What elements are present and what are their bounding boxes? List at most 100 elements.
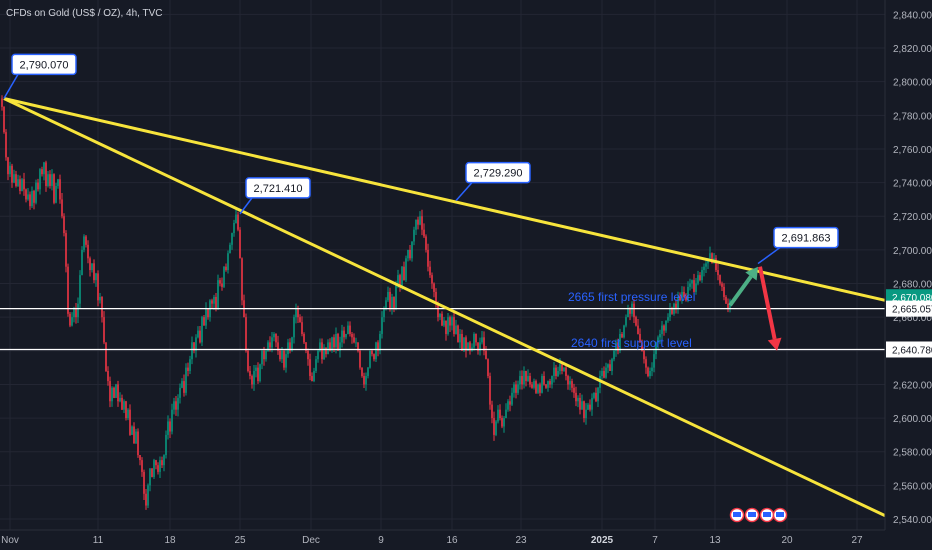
price-tick-label: 2,700.000 xyxy=(893,246,932,257)
candle-body xyxy=(593,392,595,398)
candle-body xyxy=(541,376,543,393)
candle-body xyxy=(479,342,481,351)
candle-body xyxy=(337,333,339,351)
candle-body xyxy=(271,337,273,348)
candle-body xyxy=(509,401,511,405)
candle-body xyxy=(23,179,25,190)
candle-body xyxy=(35,182,37,203)
candle-body xyxy=(133,426,135,444)
callout-box[interactable] xyxy=(11,53,77,76)
candle-body xyxy=(69,313,71,326)
candle-body xyxy=(197,330,199,338)
candle-body xyxy=(129,409,131,435)
candle-body xyxy=(147,485,149,506)
candle-body xyxy=(369,350,371,368)
projection-up-arrow[interactable] xyxy=(728,275,753,307)
candle-body xyxy=(315,359,317,371)
candle-body xyxy=(481,337,483,343)
candle-body xyxy=(587,404,589,410)
time-axis[interactable]: Nov 11 18 25 Dec 9 16 23 2025 7 13 20 27 xyxy=(0,529,932,550)
time-axis-panel xyxy=(0,530,932,550)
candle-body xyxy=(475,333,477,343)
candle-body xyxy=(597,387,599,402)
candle-body xyxy=(633,303,635,318)
candle-body xyxy=(59,179,61,200)
candle-body xyxy=(105,342,107,371)
candle-body xyxy=(617,342,619,351)
candle-body xyxy=(473,333,475,348)
event-flag-icon xyxy=(776,512,784,517)
candle-body xyxy=(361,367,363,377)
candle-body xyxy=(621,333,623,338)
trendline[interactable] xyxy=(3,97,886,302)
candle-body xyxy=(485,350,487,360)
candle-body xyxy=(25,189,27,200)
price-tick-label: 2,820.000 xyxy=(893,44,932,55)
callout-box[interactable] xyxy=(773,226,839,249)
candle-body xyxy=(111,387,113,402)
candle-body xyxy=(207,308,209,318)
candle-body xyxy=(569,381,571,385)
candle-body xyxy=(543,376,545,385)
candle-body xyxy=(39,169,41,190)
time-tick-label: 2025 xyxy=(591,535,614,546)
candle-body xyxy=(501,418,503,427)
candle-body xyxy=(309,359,311,377)
projection-down-arrow[interactable] xyxy=(758,266,777,340)
candle-body xyxy=(49,174,51,186)
level-price-tag xyxy=(886,300,932,317)
candle-body xyxy=(701,270,703,281)
candle-body xyxy=(205,308,207,326)
candle-body xyxy=(285,354,287,368)
candle-body xyxy=(349,325,351,334)
price-axis[interactable]: 2,540.000 2,560.000 2,580.000 2,600.000 2,62… xyxy=(884,0,932,530)
candle-body xyxy=(555,367,557,377)
time-tick-label: Nov xyxy=(1,535,19,546)
candle-body xyxy=(163,455,165,466)
callout-box[interactable] xyxy=(465,161,531,184)
candle-body xyxy=(615,342,617,351)
chart-title: CFDs on Gold (US$ / OZ), 4h, TVC xyxy=(6,8,163,19)
candle-body xyxy=(287,342,289,355)
candle-body xyxy=(97,273,99,301)
candle-body xyxy=(57,179,59,186)
callout-box[interactable] xyxy=(245,177,311,199)
candle-body xyxy=(43,162,45,175)
candle-body xyxy=(663,325,665,331)
candle-body xyxy=(495,421,497,435)
candle-body xyxy=(385,300,387,309)
price-tick-label: 2,620.000 xyxy=(893,380,932,391)
candle-body xyxy=(249,370,251,377)
candle-body xyxy=(317,350,319,360)
candle-body xyxy=(347,325,349,334)
candle-body xyxy=(603,370,605,378)
candle-body xyxy=(9,165,11,175)
trendline[interactable] xyxy=(3,97,886,517)
candle-body xyxy=(689,283,691,287)
time-tick-label: 18 xyxy=(164,535,176,546)
callout-pointer xyxy=(757,246,781,265)
candle-body xyxy=(455,325,457,334)
candle-body xyxy=(695,283,697,292)
candle-body xyxy=(705,263,707,267)
price-tick-label: 2,720.000 xyxy=(893,212,932,223)
candle-body xyxy=(649,370,651,377)
candle-body xyxy=(489,376,491,405)
candle-body xyxy=(267,342,269,351)
candle-body xyxy=(355,342,357,344)
candle-body xyxy=(635,317,637,326)
candle-body xyxy=(669,308,671,318)
candle-body xyxy=(497,409,499,422)
candle-body xyxy=(395,283,397,309)
candle-body xyxy=(33,191,35,203)
candle-body xyxy=(195,337,197,351)
candle-body xyxy=(645,359,647,368)
candle-body xyxy=(519,376,521,385)
candle-body xyxy=(371,350,373,355)
candle-body xyxy=(297,308,299,318)
candle-body xyxy=(329,342,331,351)
level-price-label: 2,640.780 xyxy=(892,345,932,356)
event-markers[interactable] xyxy=(729,507,788,523)
candle-body xyxy=(429,266,431,276)
